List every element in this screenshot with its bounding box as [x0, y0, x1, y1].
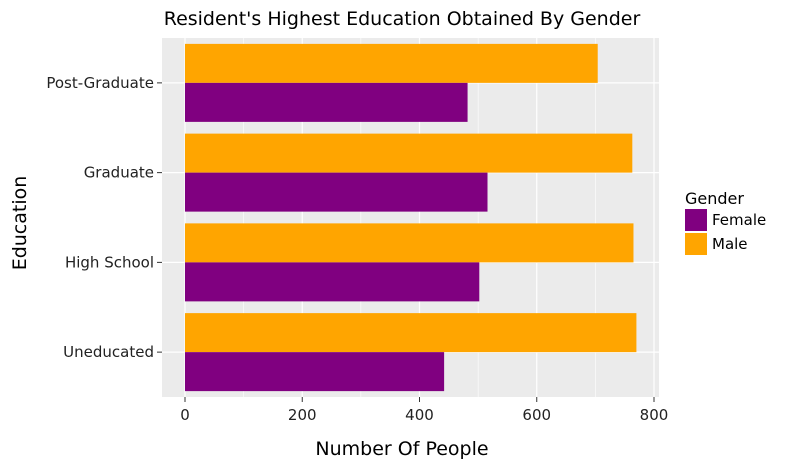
y-tick-label: Post-Graduate	[46, 74, 154, 92]
legend-swatch	[685, 209, 707, 231]
x-tick-label: 800	[640, 406, 669, 424]
x-axis-title: Number Of People	[315, 438, 488, 460]
legend-label: Female	[712, 211, 766, 229]
legend-label: Male	[712, 235, 748, 253]
x-tick-label: 600	[522, 406, 551, 424]
legend: Gender Female Male	[685, 189, 766, 255]
legend-title: Gender	[685, 189, 744, 208]
bar-male	[185, 313, 637, 353]
x-tick-label: 400	[405, 406, 434, 424]
x-tick-label: 0	[180, 406, 190, 424]
bar-male	[185, 43, 598, 83]
y-tick-label: High School	[65, 253, 154, 271]
x-axis: 0 200 400 600 800	[180, 397, 668, 424]
bar-male	[185, 223, 634, 263]
bar-female	[185, 172, 488, 212]
bar-female	[185, 352, 445, 392]
y-tick-label: Uneducated	[63, 343, 154, 361]
bar-female	[185, 82, 468, 122]
bar-male	[185, 133, 633, 173]
y-axis-title: Education	[9, 176, 31, 271]
y-axis: Post-Graduate Graduate High School Uneducat…	[46, 74, 162, 361]
bar-female	[185, 262, 480, 302]
chart-title: Resident's Highest Education Obtained By…	[164, 8, 641, 30]
x-tick-label: 200	[288, 406, 317, 424]
legend-swatch	[685, 233, 707, 255]
y-tick-label: Graduate	[84, 164, 154, 182]
bars	[185, 43, 637, 392]
